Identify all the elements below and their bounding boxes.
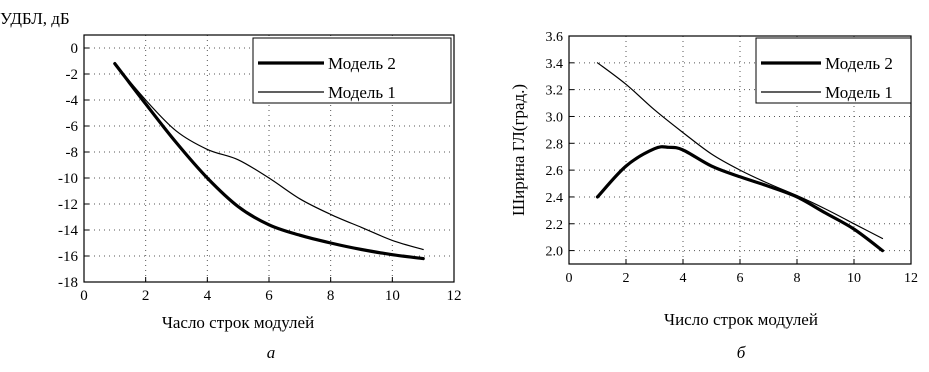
chart-b: 0 2 4 6 8 10 12 2.0 2.2 2.4 2.6 2.8 3.0 3.2 3.4 3.6 Числ… (509, 30, 918, 329)
y-tick-label: 3.4 (546, 57, 564, 72)
legend-label: Модель 2 (825, 54, 893, 73)
x-tick-label: 4 (204, 288, 212, 304)
y-tick-label: 3.6 (546, 30, 564, 45)
y-tick-label: -14 (58, 223, 78, 239)
y-tick-label: 0 (71, 41, 79, 57)
chart-a: 0 2 4 6 8 10 12 0 -2 -4 -6 -8 -10 -12 -14 -16 -18 Часло с… (0, 9, 462, 332)
y-tick-label: 2.2 (546, 218, 564, 233)
panel-label-a: а (267, 343, 276, 362)
y-axis-label: УДБЛ, дБ (0, 9, 70, 28)
legend-label: Модель 1 (825, 83, 893, 102)
y-tick-label: 2.4 (546, 191, 564, 206)
y-tick-label: -8 (66, 145, 79, 161)
x-tick-label: 10 (847, 271, 861, 286)
x-tick-label: 8 (327, 288, 335, 304)
legend: Модель 2 Модель 1 (252, 37, 452, 104)
y-tick-label: -6 (66, 119, 79, 135)
series-line (113, 62, 425, 261)
y-tick-label: -16 (58, 249, 78, 265)
panel-label-b: б (737, 343, 746, 362)
legend-label: Модель 2 (328, 54, 396, 73)
x-axis-label: Часло строк модулей (162, 313, 314, 332)
series-line (114, 63, 424, 251)
x-tick-label: 6 (265, 288, 273, 304)
x-tick-label: 0 (566, 271, 573, 286)
y-tick-label: 2.0 (546, 245, 564, 260)
x-tick-label: 4 (680, 271, 687, 286)
x-tick-label: 2 (623, 271, 630, 286)
legend: Модель 2 Модель 1 (755, 37, 912, 104)
x-tick-label: 12 (904, 271, 918, 286)
y-tick-label: 3.0 (546, 110, 564, 125)
legend-label: Модель 1 (328, 83, 396, 102)
x-tick-label: 10 (385, 288, 400, 304)
x-tick-label: 0 (80, 288, 88, 304)
y-tick-label: -2 (66, 67, 79, 83)
y-tick-label: -4 (66, 93, 79, 109)
y-tick-label: -18 (58, 275, 78, 291)
y-tick-label: 2.6 (546, 164, 564, 179)
x-tick-label: 2 (142, 288, 150, 304)
series-line (596, 62, 884, 240)
y-tick-label: -10 (58, 171, 78, 187)
y-tick-label: 3.2 (546, 84, 564, 99)
series-line (595, 145, 885, 253)
y-axis-label: Ширина ГЛ(град.) (509, 84, 528, 216)
x-axis-label: Число строк модулей (664, 310, 818, 329)
y-tick-label: -12 (58, 197, 78, 213)
x-tick-label: 12 (447, 288, 462, 304)
x-tick-label: 6 (737, 271, 744, 286)
y-tick-label: 2.8 (546, 137, 564, 152)
x-tick-label: 8 (794, 271, 801, 286)
